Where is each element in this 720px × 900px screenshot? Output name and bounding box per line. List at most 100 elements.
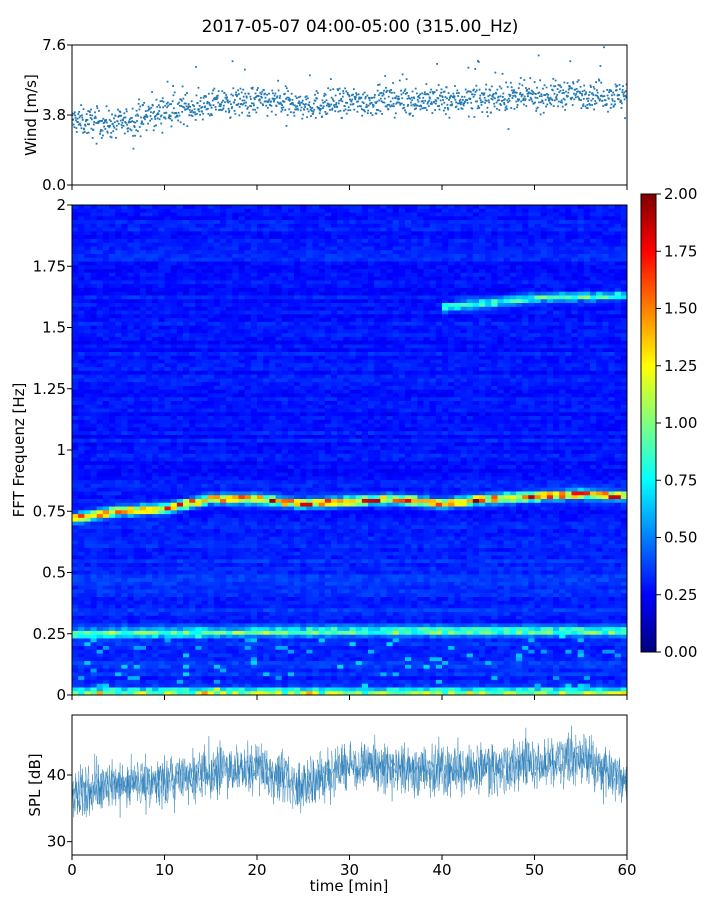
spectrogram-cell xyxy=(183,280,190,285)
spectrogram-cell xyxy=(368,314,375,319)
spectrogram-cell xyxy=(72,325,79,330)
wind-point xyxy=(461,107,464,110)
spectrogram-cell xyxy=(380,246,387,251)
spectrogram-cell xyxy=(405,208,412,213)
wind-point xyxy=(124,116,127,119)
spectrogram-cell xyxy=(78,220,85,225)
wind-y-tick-label: 3.8 xyxy=(42,106,66,124)
spectrogram-cell xyxy=(540,235,548,240)
spectrogram-cell xyxy=(90,287,98,293)
spectrogram-cell xyxy=(220,295,227,300)
spectrogram-cell xyxy=(540,205,548,210)
spectrogram-cell xyxy=(176,216,184,221)
spectrogram-cell xyxy=(429,250,437,255)
spectrogram-cell xyxy=(534,257,542,262)
spectrogram-cell xyxy=(392,314,400,319)
wind-point xyxy=(447,92,450,95)
spectrogram-cell xyxy=(602,348,609,353)
spectrogram-cell xyxy=(232,287,239,293)
spectrogram-cell xyxy=(405,280,412,285)
spectrogram-cell xyxy=(503,231,511,236)
spectrogram-cell xyxy=(398,257,406,262)
spectrogram-cell xyxy=(509,340,517,345)
spectrogram-cell xyxy=(361,242,369,247)
spectrogram-cell xyxy=(448,250,455,255)
spectrogram-cell xyxy=(127,280,135,285)
spectrogram-cell xyxy=(460,310,468,315)
spectrogram-cell xyxy=(583,325,591,330)
spectrogram-cell xyxy=(386,318,394,323)
spectrogram-cell xyxy=(466,250,474,255)
spectrogram-cell xyxy=(250,287,258,293)
spectrogram-cell xyxy=(109,208,116,213)
spectrogram-cell xyxy=(158,336,165,342)
spectrogram-cell xyxy=(281,254,289,259)
spectrogram-cell xyxy=(146,276,153,281)
spectrogram-cell xyxy=(152,231,159,236)
spectrogram-cell xyxy=(109,318,116,323)
spectrogram-cell xyxy=(411,303,418,308)
spectrogram-cell xyxy=(189,246,196,251)
spectrogram-cell xyxy=(207,325,215,330)
spectrogram-cell xyxy=(176,336,184,342)
spectrogram-cell xyxy=(577,246,585,251)
spectrogram-cell xyxy=(139,250,147,255)
wind-point xyxy=(574,88,576,91)
spectrogram-cell xyxy=(466,242,474,247)
spectrogram-cell xyxy=(355,314,363,319)
wind-point xyxy=(449,104,452,106)
wind-point xyxy=(345,101,347,104)
spectrogram-cell xyxy=(164,238,172,244)
spectrogram-cell xyxy=(287,336,295,342)
spectrogram-cell xyxy=(232,261,239,266)
spectrogram-cell xyxy=(294,269,301,274)
spectrogram-cell xyxy=(361,336,369,342)
spectrogram-cell xyxy=(386,333,394,338)
spectrogram-cell xyxy=(528,325,535,330)
spectrogram-cell xyxy=(115,352,122,357)
wind-point xyxy=(370,112,372,114)
wind-point xyxy=(410,96,413,99)
spectrogram-cell xyxy=(133,295,141,300)
wind-point xyxy=(530,92,532,95)
wind-point xyxy=(84,120,87,123)
spectrogram-cell xyxy=(337,220,344,225)
spectrogram-cell xyxy=(553,238,560,244)
spectrogram-cell xyxy=(448,303,455,308)
wind-point xyxy=(213,87,216,90)
wind-point xyxy=(182,97,185,100)
wind-point xyxy=(538,91,541,94)
spectrogram-cell xyxy=(479,310,486,315)
spectrogram-cell xyxy=(176,299,184,304)
wind-point xyxy=(126,130,129,133)
spectrogram-cell xyxy=(423,220,431,225)
spectrogram-cell xyxy=(540,276,548,281)
wind-point xyxy=(620,102,623,105)
wind-point xyxy=(339,99,342,102)
spectrogram-cell xyxy=(250,306,258,311)
spectrogram-cell xyxy=(509,269,517,274)
spectrogram-cell xyxy=(300,340,307,345)
wind-point xyxy=(294,108,297,111)
spectrogram-cell xyxy=(590,306,597,311)
spectrogram-cell xyxy=(590,242,597,247)
spectrogram-cell xyxy=(497,227,505,232)
spectrogram-cell xyxy=(355,257,363,262)
wind-point xyxy=(352,103,355,105)
spectrogram-cell xyxy=(546,254,554,259)
spectrogram-cell xyxy=(553,329,560,334)
spectrogram-cell xyxy=(497,325,505,330)
spectrogram-cell xyxy=(583,299,591,304)
spectrogram-cell xyxy=(590,280,597,285)
spectrogram-cell xyxy=(608,295,616,300)
spectrogram-cell xyxy=(503,348,511,353)
spectrogram-cell xyxy=(220,344,227,349)
spectrogram-cell xyxy=(608,216,616,221)
spectrogram-cell xyxy=(139,306,147,311)
wind-point xyxy=(190,114,193,117)
spectrogram-cell xyxy=(386,299,394,304)
spectrogram-cell xyxy=(435,269,443,274)
spectrogram-cell xyxy=(176,333,184,338)
wind-point xyxy=(81,114,83,117)
spectrogram-cell xyxy=(109,310,116,315)
